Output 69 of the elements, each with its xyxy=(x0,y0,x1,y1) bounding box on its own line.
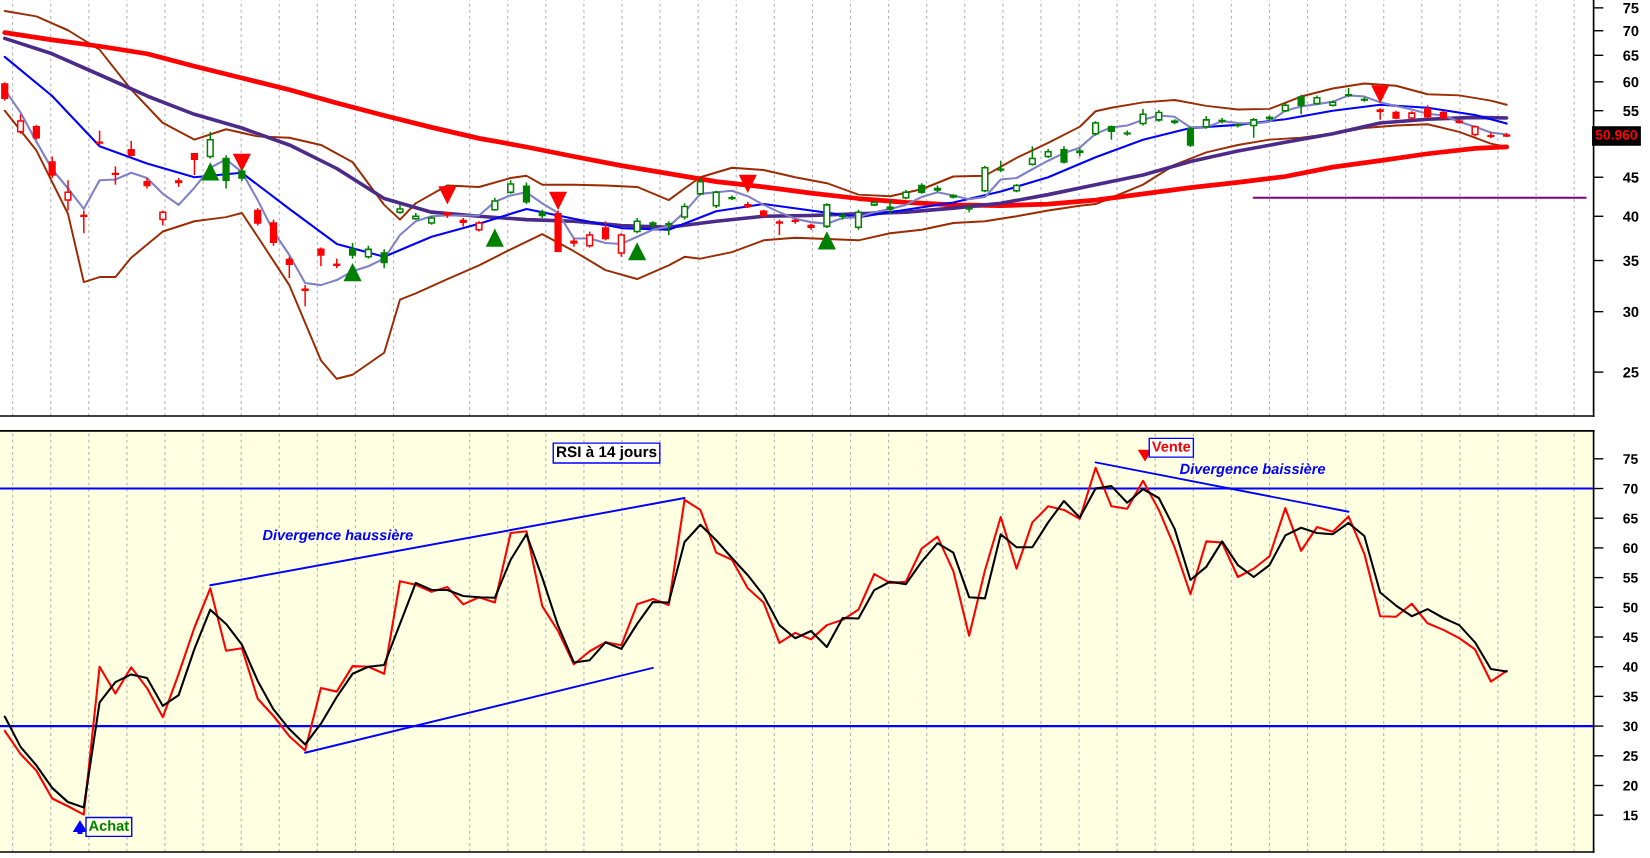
candlestick xyxy=(48,155,56,179)
y-tick-label: 70 xyxy=(1623,25,1639,37)
y-tick-label: 45 xyxy=(1622,172,1639,183)
point xyxy=(817,231,836,250)
candlestick xyxy=(317,246,325,268)
y-tick-label: 25 xyxy=(1623,367,1639,378)
candlestick xyxy=(981,164,989,194)
point xyxy=(738,174,757,193)
y-tick-label: 75 xyxy=(1623,3,1639,14)
y-tick-label: 40 xyxy=(1622,211,1639,222)
y-tick-label: 40 xyxy=(1622,662,1638,672)
line-series xyxy=(3,10,1508,221)
candlestick xyxy=(886,199,894,215)
point xyxy=(232,153,251,172)
candlestick xyxy=(1297,94,1305,116)
y-tick-label: 35 xyxy=(1623,255,1639,266)
y-tick-label: 15 xyxy=(1623,810,1638,821)
annotation: Achat xyxy=(88,820,129,831)
candlestick xyxy=(269,218,278,247)
y-tick-label: 60 xyxy=(1623,76,1639,88)
candlestick xyxy=(854,208,863,231)
y-tick-label: 60 xyxy=(1623,543,1638,554)
candlestick xyxy=(1,81,9,102)
y-tick-label: 55 xyxy=(1623,573,1638,583)
candlestick xyxy=(190,152,199,176)
y-tick-label: 70 xyxy=(1623,483,1638,494)
candlestick xyxy=(285,256,293,279)
candlestick xyxy=(1376,107,1384,121)
y-tick-label: 45 xyxy=(1622,632,1638,643)
point xyxy=(628,242,647,261)
y-tick-label: 25 xyxy=(1623,751,1638,761)
candlestick xyxy=(601,220,610,242)
candlestick xyxy=(1028,145,1036,167)
candlestick xyxy=(380,248,388,269)
candlestick xyxy=(665,220,673,236)
candlestick xyxy=(16,113,25,135)
text: 50.960 xyxy=(1595,129,1638,140)
candlestick xyxy=(1186,125,1195,148)
annotation: Vente xyxy=(1151,441,1191,452)
candlestick xyxy=(111,165,120,186)
candlestick xyxy=(206,131,214,160)
annotation: Divergence baissière xyxy=(1179,463,1326,477)
text: RSI à 14 jours xyxy=(557,445,657,461)
point xyxy=(1371,85,1390,104)
y-tick-label: 20 xyxy=(1623,780,1638,791)
y-tick-label: 75 xyxy=(1623,454,1638,464)
y-tick-label: 55 xyxy=(1623,105,1639,117)
y-tick-label: 30 xyxy=(1623,721,1638,732)
candlestick xyxy=(64,179,72,212)
candlestick xyxy=(617,232,625,258)
y-tick-label: 65 xyxy=(1623,513,1638,524)
candlestick xyxy=(80,209,88,235)
point xyxy=(343,263,362,282)
candlestick xyxy=(1250,117,1258,139)
point xyxy=(201,162,220,181)
candlestick xyxy=(823,202,831,229)
candlestick xyxy=(1076,147,1084,158)
point xyxy=(438,186,457,205)
annotation: Divergence haussière xyxy=(262,529,413,544)
candlestick xyxy=(997,159,1005,173)
y-tick-label: 65 xyxy=(1623,50,1639,61)
y-tick-label: 35 xyxy=(1623,691,1638,702)
y-tick-label: 30 xyxy=(1623,306,1639,318)
candlestick xyxy=(522,181,531,205)
y-tick-label: 50 xyxy=(1623,602,1638,613)
candlestick xyxy=(222,154,230,190)
point xyxy=(549,191,568,210)
point xyxy=(485,228,504,247)
candlestick xyxy=(301,284,309,307)
